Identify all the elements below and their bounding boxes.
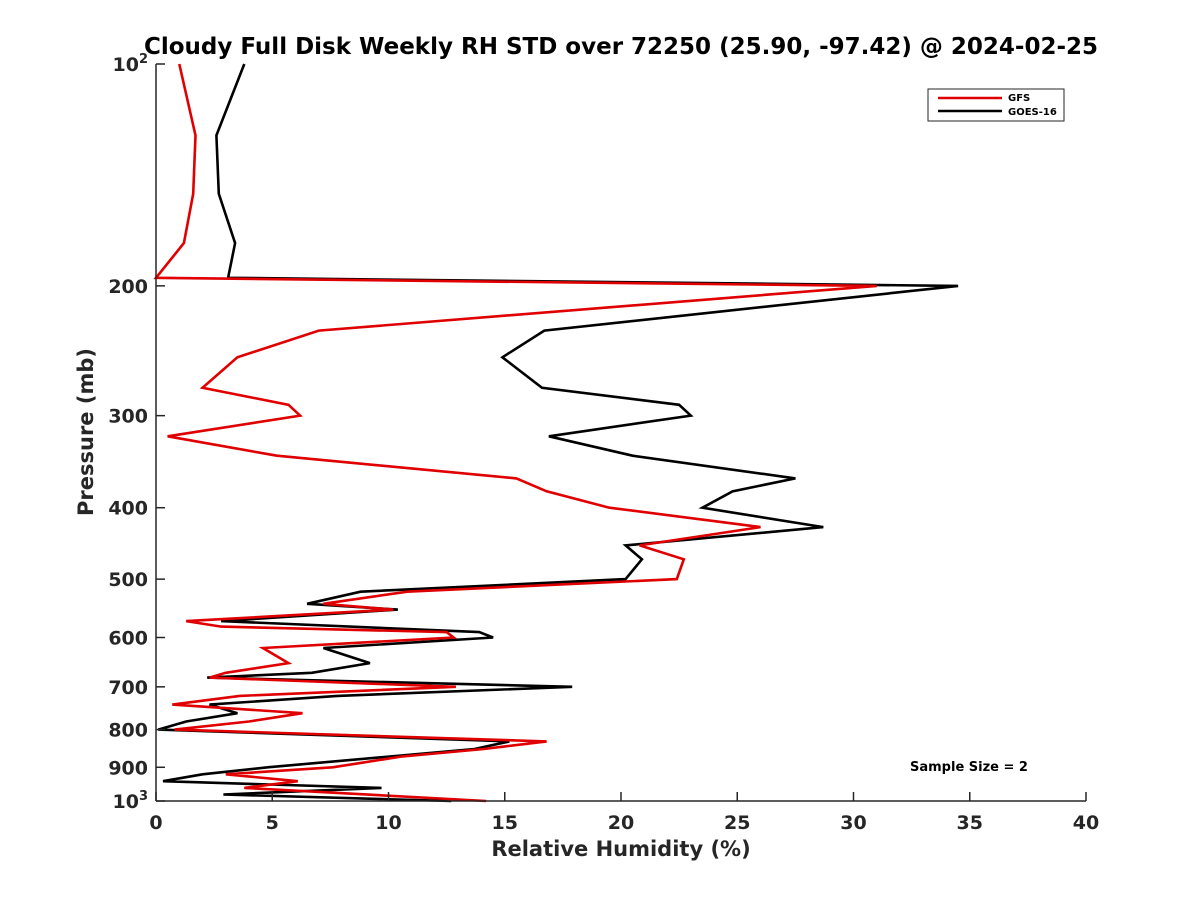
x-tick-label: 5 — [266, 812, 279, 834]
x-tick-label: 0 — [149, 812, 162, 834]
series-layer — [153, 63, 959, 803]
y-tick-label: 400 — [108, 498, 148, 520]
y-tick-label: 300 — [108, 406, 148, 428]
sample-size-annotation: Sample Size = 2 — [910, 760, 1028, 775]
x-tick-label: 30 — [840, 812, 866, 834]
x-axis-label: Relative Humidity (%) — [491, 837, 750, 861]
series-line-gfs — [153, 63, 877, 803]
legend-label-gfs: GFS — [1008, 93, 1030, 104]
legend: GFS GOES-16 — [927, 88, 1065, 122]
x-ticks: 0 5 10 15 20 25 30 35 40 — [149, 792, 1099, 834]
x-tick-label: 15 — [492, 812, 518, 834]
x-tick-label: 20 — [608, 812, 634, 834]
plot-area: 0 5 10 15 20 25 30 35 40 102 200 300 400 500 600 700 80… — [108, 52, 1099, 834]
series-line-goes16 — [157, 63, 959, 803]
y-tick-label: 200 — [108, 276, 148, 298]
legend-label-goes16: GOES-16 — [1008, 107, 1057, 118]
x-tick-label: 25 — [724, 812, 750, 834]
y-tick-label: 900 — [108, 757, 148, 779]
y-tick-label: 103 — [113, 789, 149, 813]
chart-title: Cloudy Full Disk Weekly RH STD over 7225… — [144, 34, 1098, 60]
x-tick-label: 35 — [957, 812, 983, 834]
legend-box — [927, 88, 1065, 122]
y-ticks: 102 200 300 400 500 600 700 800 900 103 — [108, 52, 165, 813]
y-tick-label: 500 — [108, 569, 148, 591]
y-axis-label: Pressure (mb) — [74, 348, 98, 516]
y-tick-label: 102 — [113, 52, 149, 76]
x-tick-label: 10 — [375, 812, 401, 834]
x-tick-label: 40 — [1073, 812, 1099, 834]
y-tick-label: 800 — [108, 720, 148, 742]
y-tick-label: 700 — [108, 677, 148, 699]
y-tick-label: 600 — [108, 627, 148, 649]
